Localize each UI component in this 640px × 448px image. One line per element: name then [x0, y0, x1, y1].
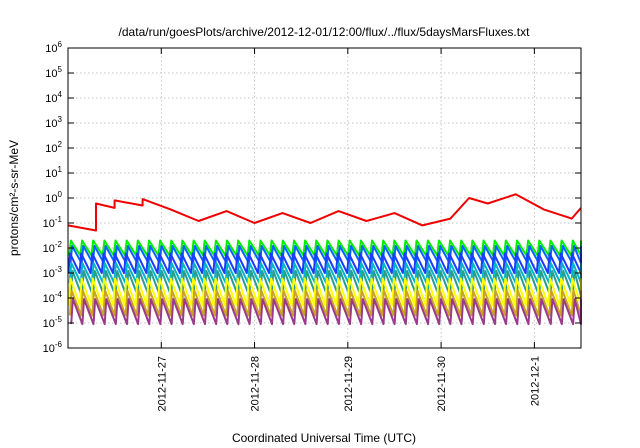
- y-tick-label: 105: [45, 65, 62, 80]
- series-line: [68, 239, 582, 257]
- x-tick-label: 2012-11-30: [436, 356, 448, 411]
- series-line: [70, 298, 582, 326]
- x-axis-ticks: 2012-11-27 2012-11-28 2012-11-29 2012-11-30…: [156, 48, 541, 411]
- y-axis-ticks: 10-6 10-5 10-4 10-3 10-2 10-1 100 101 102 103 104 1…: [43, 40, 581, 355]
- y-tick-label: 102: [45, 140, 62, 155]
- x-tick-label: 2012-11-28: [250, 356, 262, 411]
- series-line: [67, 252, 582, 274]
- series-line: [67, 277, 582, 307]
- x-axis-label: Coordinated Universal Time (UTC): [232, 431, 416, 445]
- x-tick-label: 2012-11-27: [156, 356, 168, 411]
- y-tick-label: 106: [45, 40, 62, 55]
- y-tick-label: 10-3: [43, 265, 63, 280]
- y-tick-label: 10-5: [43, 315, 63, 330]
- y-tick-label: 10-4: [43, 290, 63, 305]
- x-tick-label: 2012-11-29: [343, 356, 355, 411]
- y-axis-label: protons/cm²-s-sr-MeV: [7, 140, 21, 256]
- series-line: [67, 193, 582, 232]
- series-line: [69, 289, 582, 317]
- y-tick-label: 10-1: [43, 215, 63, 230]
- x-tick-label: 2012-12-1: [529, 356, 541, 406]
- series-line: [68, 262, 582, 284]
- y-tick-label: 101: [45, 165, 62, 180]
- y-tick-label: 100: [45, 190, 62, 205]
- y-tick-label: 10-2: [43, 240, 63, 255]
- y-tick-label: 10-6: [43, 340, 63, 355]
- y-tick-label: 103: [45, 115, 62, 130]
- y-tick-label: 104: [45, 90, 62, 105]
- data-series: [67, 193, 582, 326]
- chart-title: /data/run/goesPlots/archive/2012-12-01/1…: [119, 25, 531, 39]
